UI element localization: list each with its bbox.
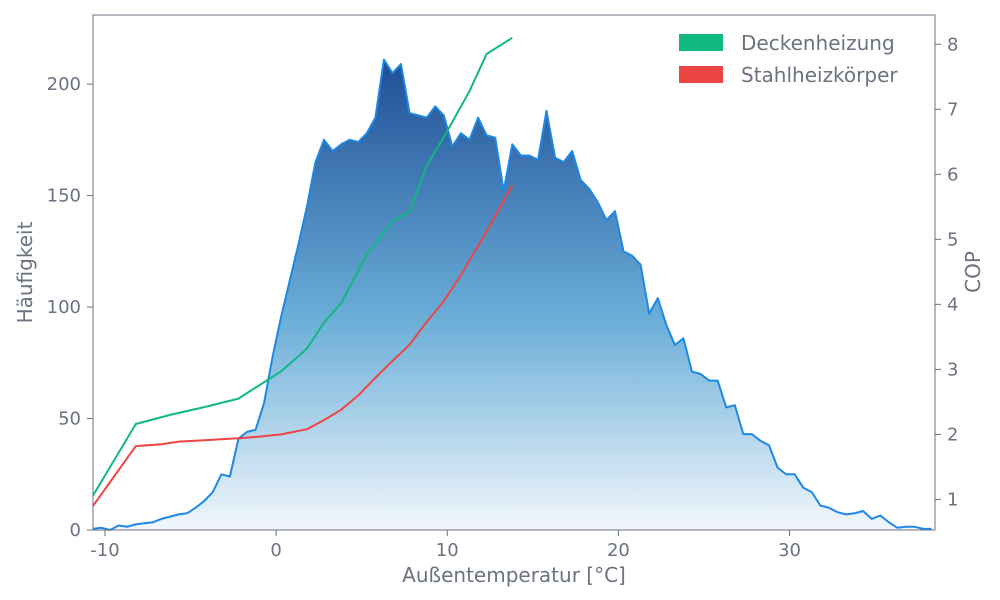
y-tick-label: 200 bbox=[47, 74, 81, 95]
y2-tick-label: 2 bbox=[947, 424, 958, 445]
y2-tick-label: 6 bbox=[947, 164, 958, 185]
y2-axis-title: COP bbox=[961, 251, 985, 293]
legend-swatch-deckenheizung bbox=[679, 34, 723, 51]
histogram-line bbox=[92, 58, 932, 531]
histogram-area bbox=[93, 59, 932, 530]
y-tick-label: 0 bbox=[70, 520, 81, 541]
y2-tick-label: 1 bbox=[947, 489, 958, 510]
x-tick-label: 30 bbox=[778, 540, 801, 561]
x-axis-title: Außentemperatur [°C] bbox=[402, 563, 626, 587]
y2-tick-label: 8 bbox=[947, 34, 958, 55]
y2-tick-label: 5 bbox=[947, 229, 958, 250]
y-tick-label: 150 bbox=[47, 186, 81, 207]
y2-tick-label: 3 bbox=[947, 359, 958, 380]
x-tick-label: 0 bbox=[270, 540, 281, 561]
legend-label-deckenheizung: Deckenheizung bbox=[741, 31, 895, 55]
axes-layer: -10 0 10 20 30 0 50 100 150 200 1 2 3 4 5 6 7 8 bbox=[47, 34, 959, 561]
y2-tick-label: 4 bbox=[947, 294, 958, 315]
plot-frame bbox=[92, 14, 936, 531]
legend: Deckenheizung Stahlheizkörper bbox=[679, 31, 898, 87]
y-axis-title: Häufigkeit bbox=[13, 221, 37, 323]
x-tick-label: 20 bbox=[607, 540, 630, 561]
plot-layer bbox=[92, 36, 932, 531]
series-line-stahlheizkoerper bbox=[92, 184, 514, 507]
x-tick-label: 10 bbox=[436, 540, 459, 561]
legend-label-stahlheizkoerper: Stahlheizkörper bbox=[741, 63, 898, 87]
y-tick-label: 100 bbox=[47, 297, 81, 318]
y-tick-label: 50 bbox=[58, 409, 81, 430]
legend-swatch-stahlheizkoerper bbox=[679, 66, 723, 83]
y2-tick-label: 7 bbox=[947, 99, 958, 120]
series-line-deckenheizung bbox=[92, 36, 513, 497]
x-tick-label: -10 bbox=[90, 540, 119, 561]
